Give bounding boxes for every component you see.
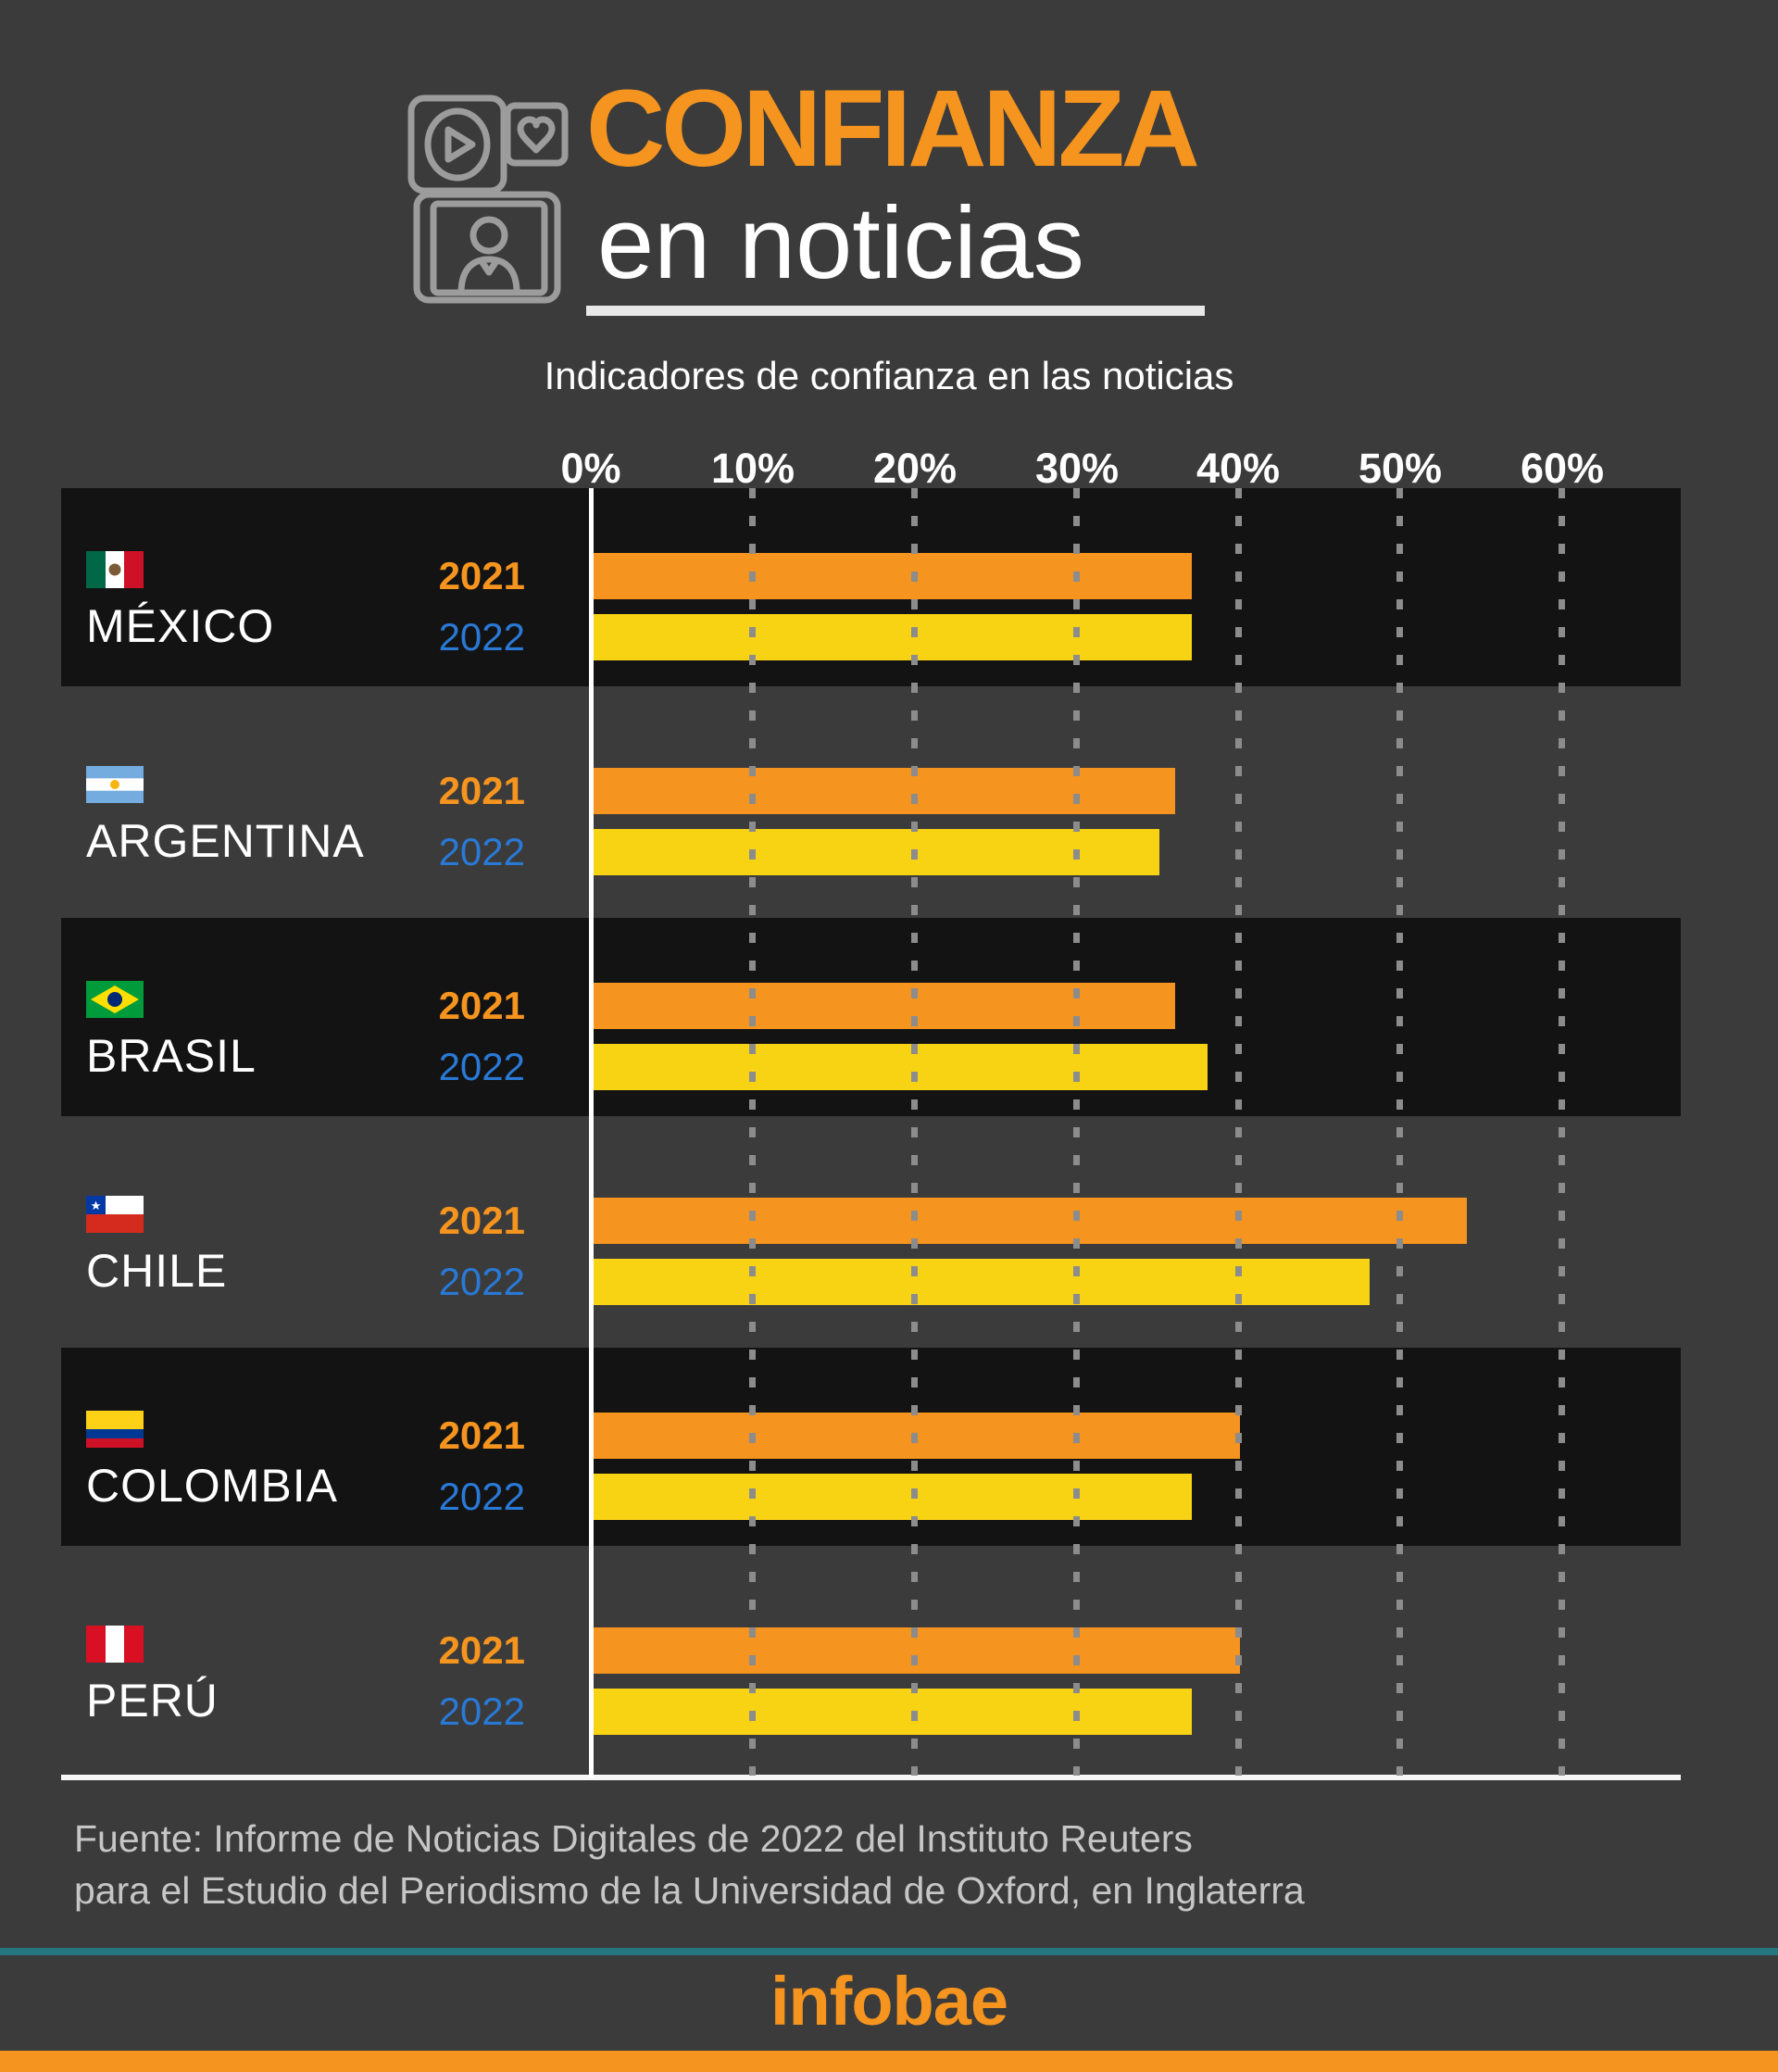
gridline-60pct bbox=[1559, 488, 1565, 1776]
bar-brasil-2022 bbox=[593, 1044, 1208, 1090]
peru-flag bbox=[86, 1626, 144, 1663]
year-label-2021: 2021 bbox=[438, 1413, 525, 1457]
axis-tick-60: 60% bbox=[1520, 445, 1605, 492]
chart-baseline bbox=[61, 1775, 1681, 1780]
chart-subtitle: Indicadores de confianza en las noticias bbox=[544, 354, 1234, 397]
argentina-flag bbox=[86, 766, 144, 803]
axis-tick-20: 20% bbox=[872, 445, 958, 492]
source-text-line1: Fuente: Informe de Noticias Digitales de… bbox=[74, 1817, 1193, 1860]
year-label-2021: 2021 bbox=[438, 984, 525, 1027]
year-label-2022: 2022 bbox=[438, 615, 525, 659]
brazil-flag bbox=[86, 981, 144, 1018]
bar-peru-2022 bbox=[593, 1689, 1192, 1735]
media-news-icon bbox=[404, 85, 570, 308]
axis-tick-30: 30% bbox=[1034, 445, 1120, 492]
gridline-40pct bbox=[1235, 488, 1242, 1776]
country-row-argentina: ARGENTINA 2021 2022 bbox=[61, 703, 1681, 901]
year-label-2022: 2022 bbox=[438, 1475, 525, 1518]
country-row-mexico: MÉXICO 2021 2022 bbox=[61, 488, 1681, 686]
bar-brasil-2021 bbox=[593, 983, 1175, 1029]
axis-tick-40: 40% bbox=[1196, 445, 1281, 492]
zero-axis-line bbox=[589, 488, 594, 1777]
year-label-2022: 2022 bbox=[438, 1689, 525, 1733]
year-label-2022: 2022 bbox=[438, 1045, 525, 1088]
title-underline bbox=[586, 306, 1205, 316]
gridline-30pct bbox=[1073, 488, 1080, 1776]
source-text-line2: para el Estudio del Periodismo de la Uni… bbox=[74, 1869, 1305, 1912]
page-subtitle-word: en noticias bbox=[597, 186, 1084, 300]
chile-flag bbox=[86, 1196, 144, 1233]
country-row-chile: CHILE 2021 2022 bbox=[61, 1133, 1681, 1331]
country-label: ARGENTINA bbox=[86, 815, 365, 867]
gridline-20pct bbox=[911, 488, 918, 1776]
colombia-flag bbox=[86, 1411, 144, 1448]
country-row-brasil: BRASIL 2021 2022 bbox=[61, 918, 1681, 1116]
country-label: PERÚ bbox=[86, 1675, 219, 1727]
page-title: CONFIANZA bbox=[586, 68, 1200, 190]
year-label-2022: 2022 bbox=[438, 1260, 525, 1303]
infobae-logo: infobae bbox=[770, 1963, 1008, 2040]
teal-divider bbox=[0, 1948, 1778, 1955]
bar-chile-2021 bbox=[593, 1198, 1467, 1244]
bar-argentina-2022 bbox=[593, 829, 1159, 875]
year-label-2021: 2021 bbox=[438, 554, 525, 597]
gridline-50pct bbox=[1396, 488, 1403, 1776]
axis-tick-0: 0% bbox=[560, 445, 621, 492]
year-label-2021: 2021 bbox=[438, 1199, 525, 1242]
country-row-peru: PERÚ 2021 2022 bbox=[61, 1563, 1681, 1761]
country-label: MÉXICO bbox=[86, 600, 275, 652]
year-label-2022: 2022 bbox=[438, 830, 525, 873]
year-label-2021: 2021 bbox=[438, 1628, 525, 1672]
country-label: CHILE bbox=[86, 1245, 228, 1297]
axis-tick-10: 10% bbox=[710, 445, 795, 492]
bar-chile-2022 bbox=[593, 1259, 1370, 1305]
country-label: COLOMBIA bbox=[86, 1460, 338, 1512]
bar-argentina-2021 bbox=[593, 768, 1175, 814]
bar-mexico-2022 bbox=[593, 614, 1192, 660]
country-row-colombia: COLOMBIA 2021 2022 bbox=[61, 1348, 1681, 1546]
gridline-10pct bbox=[749, 488, 756, 1776]
bar-colombia-2022 bbox=[593, 1474, 1192, 1520]
bottom-orange-band bbox=[0, 2051, 1778, 2072]
axis-tick-50: 50% bbox=[1358, 445, 1443, 492]
year-label-2021: 2021 bbox=[438, 769, 525, 812]
bar-mexico-2021 bbox=[593, 553, 1192, 599]
country-label: BRASIL bbox=[86, 1030, 257, 1082]
mexico-flag bbox=[86, 551, 144, 588]
